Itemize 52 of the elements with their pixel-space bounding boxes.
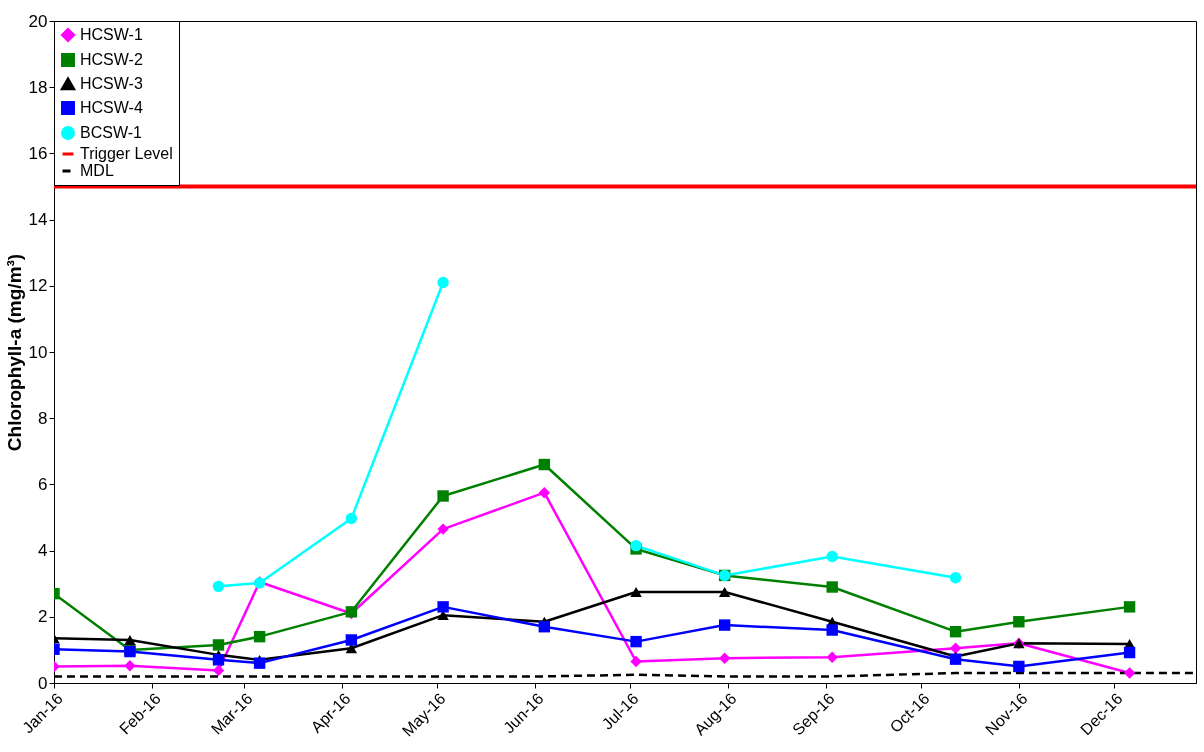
legend-label: BCSW-1 — [80, 124, 143, 141]
y-tick-label: 6 — [38, 474, 48, 494]
point — [212, 654, 225, 666]
y-tick-label: 0 — [38, 673, 48, 693]
point — [345, 512, 358, 525]
point — [124, 635, 136, 645]
y-tick-label: 18 — [28, 77, 48, 97]
point — [437, 276, 449, 289]
point — [437, 523, 449, 535]
point — [212, 664, 225, 677]
y-tick-label: 16 — [28, 143, 48, 163]
point — [630, 655, 642, 668]
point — [212, 580, 225, 593]
y-tick-label: 8 — [38, 408, 48, 428]
point — [949, 625, 962, 638]
point — [1013, 660, 1025, 673]
point — [1123, 601, 1136, 613]
y-tick-label: 14 — [28, 210, 48, 230]
legend-label: HCSW-2 — [80, 51, 143, 68]
y-tick-label: 4 — [38, 541, 48, 561]
y-axis-title: Chlorophyll-a (mg/m³) — [3, 253, 25, 452]
point — [253, 630, 266, 643]
legend-label: HCSW-3 — [80, 75, 143, 92]
point — [718, 619, 731, 631]
point — [826, 624, 838, 636]
point — [630, 635, 642, 648]
legend-label: HCSW-1 — [80, 26, 143, 43]
point — [538, 486, 551, 499]
point — [826, 581, 838, 593]
point — [253, 657, 266, 669]
legend-label: Trigger Level — [80, 145, 173, 162]
y-tick-label: 20 — [28, 11, 48, 31]
point — [124, 660, 136, 672]
point — [345, 634, 358, 646]
y-tick-label: 2 — [38, 607, 48, 627]
point — [718, 652, 731, 664]
y-tick-label: 12 — [28, 276, 48, 296]
point — [949, 642, 962, 654]
point — [437, 490, 449, 502]
point — [538, 621, 551, 633]
legend-label: MDL — [80, 162, 114, 179]
point — [630, 587, 642, 597]
point — [1013, 616, 1025, 628]
y-tick-label: 10 — [28, 342, 48, 362]
point — [718, 587, 731, 597]
point — [437, 601, 449, 613]
point — [1123, 667, 1136, 679]
point — [1123, 646, 1136, 659]
legend-label: HCSW-4 — [80, 99, 143, 116]
point — [538, 458, 551, 471]
point — [212, 639, 225, 651]
point — [826, 651, 838, 663]
